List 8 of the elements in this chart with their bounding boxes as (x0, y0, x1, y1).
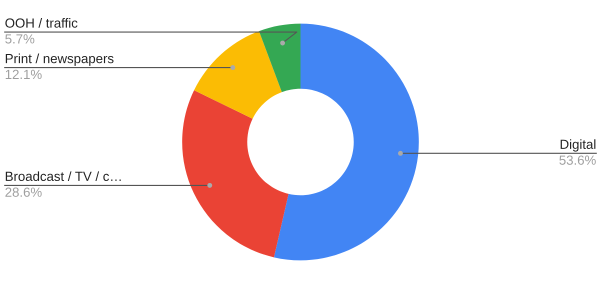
slice-label: OOH / traffic (5, 18, 78, 28)
slice-label: Print / newspapers (6, 54, 114, 66)
data-label: 5.7% (5, 34, 34, 44)
data-label: 53.6% (559, 155, 596, 165)
data-label: 28.6% (5, 188, 42, 197)
slice-label: Broadcast / TV / c… (6, 171, 121, 182)
slice-label: Digital (560, 139, 596, 152)
data-label: 12.1% (6, 70, 42, 80)
